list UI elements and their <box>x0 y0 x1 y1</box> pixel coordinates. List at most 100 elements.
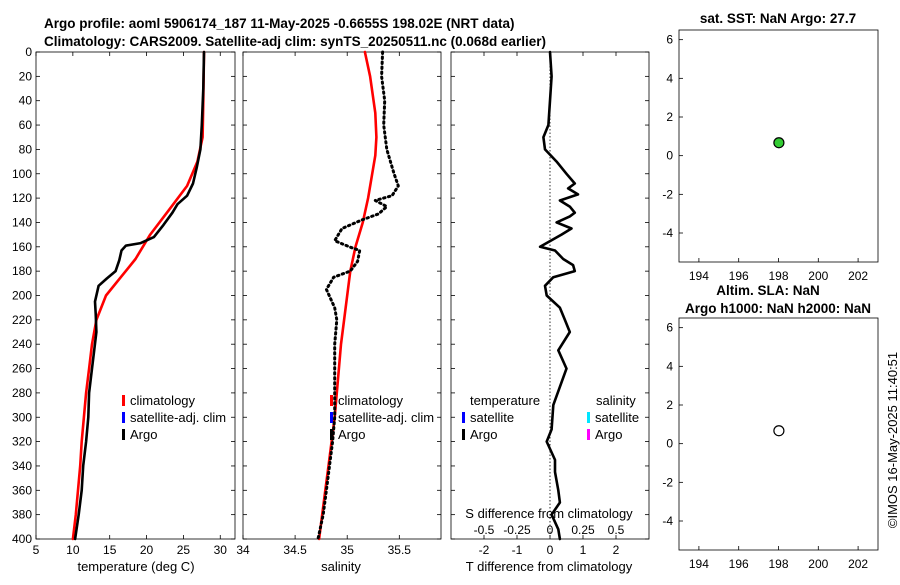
temperature-ytick-label: 320 <box>12 435 32 449</box>
temperature-ytick-label: 160 <box>12 240 32 254</box>
legend-label-satellite: satellite-adj. clim <box>338 410 434 425</box>
sst_map-xtick-label: 198 <box>768 269 788 283</box>
sla_map-ytick-label: -4 <box>662 514 673 528</box>
difference-s-xtick-label: -0.5 <box>474 523 495 537</box>
sst_map-ytick-label: 6 <box>666 33 673 47</box>
sla_map-ytick-label: 6 <box>666 321 673 335</box>
temperature-axes-frame <box>35 51 236 540</box>
difference-xtick-label: 0 <box>547 543 554 557</box>
difference-xtick-label: 1 <box>580 543 587 557</box>
temperature-xlabel: temperature (deg C) <box>77 559 194 574</box>
sla_map-xtick-label: 196 <box>729 557 749 571</box>
temperature-ytick-label: 240 <box>12 337 32 351</box>
temperature-xtick-label: 30 <box>214 543 228 557</box>
salinity-profile-panel: 34 34.5 35 35.5 <box>236 50 442 557</box>
difference-s-xtick-label: 0.5 <box>608 523 625 537</box>
temperature-series-climatology <box>71 50 206 541</box>
temperature-ytick-label: 40 <box>19 94 33 108</box>
difference-s-xtick-label: 0 <box>547 523 554 537</box>
temperature-ytick-label: 220 <box>12 313 32 327</box>
temperature-ytick-label: 100 <box>12 167 32 181</box>
sla-map-title-line2: Argo h1000: NaN h2000: NaN <box>685 301 871 316</box>
temperature-ytick-label: 140 <box>12 215 32 229</box>
salinity-xlabel: salinity <box>321 559 361 574</box>
sst_map-ytick-label: 4 <box>666 71 673 85</box>
difference-xtick-label: -2 <box>479 543 490 557</box>
temperature-ytick-label: 60 <box>19 118 33 132</box>
sst_map-xtick-label: 202 <box>848 269 868 283</box>
temperature-ytick-label: 280 <box>12 386 32 400</box>
legend-swatch-t-satellite <box>462 412 465 423</box>
sst_map-xtick-label: 196 <box>729 269 749 283</box>
sst_map-ytick-label: 0 <box>666 149 673 163</box>
sst_map-xtick-label: 194 <box>689 269 709 283</box>
salinity-axes-frame <box>242 51 442 540</box>
temperature-xtick-label: 20 <box>140 543 154 557</box>
sst_map-float-marker <box>773 137 785 149</box>
temperature-ytick-label: 20 <box>19 69 33 83</box>
difference-profile-panel: -2 -1 0 1 2 -0.5 -0.25 0 0.25 0.5 <box>450 50 650 557</box>
legend-swatch-t-argo <box>462 429 465 440</box>
temperature-ytick-label: 360 <box>12 483 32 497</box>
legend-label-s-argo: Argo <box>595 427 622 442</box>
difference-s-xtick-label: -0.25 <box>503 523 531 537</box>
sst_map-ytick-label: 2 <box>666 110 673 124</box>
legend-swatch-climatology <box>330 395 333 406</box>
temperature-ytick-label: 340 <box>12 459 32 473</box>
legend-swatch-s-argo <box>587 429 590 440</box>
temperature-series-argo <box>73 50 206 541</box>
difference-xtick-label: -1 <box>512 543 523 557</box>
legend-label-t-satellite: satellite <box>470 410 514 425</box>
difference-series-argo-t-diff <box>538 50 580 541</box>
legend-label-climatology: climatology <box>338 393 404 408</box>
sst_map-ytick-label: -2 <box>662 187 673 201</box>
sla-map-panel: 194 196 198 200 202 -4 -2 0 2 4 6 <box>662 317 879 571</box>
legend-label-climatology: climatology <box>130 393 196 408</box>
legend-swatch-argo <box>330 429 333 440</box>
sla_map-float-marker <box>773 425 785 437</box>
salinity-xtick-label: 35 <box>341 543 355 557</box>
temperature-xtick-label: 10 <box>66 543 80 557</box>
sst-map-panel: 194 196 198 200 202 -4 -2 0 2 4 6 <box>662 29 879 283</box>
salinity-xtick-label: 34 <box>236 543 250 557</box>
temperature-ytick-label: 180 <box>12 264 32 278</box>
temperature-xtick-label: 15 <box>103 543 117 557</box>
sst-map-title: sat. SST: NaN Argo: 27.7 <box>700 11 856 26</box>
temperature-ytick-label: 80 <box>19 142 33 156</box>
sla_map-ytick-label: 2 <box>666 398 673 412</box>
temperature-ytick-label: 200 <box>12 289 32 303</box>
legend-label-argo: Argo <box>338 427 365 442</box>
legend-label-t-argo: Argo <box>470 427 497 442</box>
figure-title-line1: Argo profile: aoml 5906174_187 11-May-20… <box>44 16 514 31</box>
legend-swatch-satellite <box>330 412 333 423</box>
difference-s-xtick-label: 0.25 <box>571 523 595 537</box>
salinity-series-argo <box>316 50 400 541</box>
sla_map-xtick-label: 202 <box>848 557 868 571</box>
legend-label-s-satellite: satellite <box>595 410 639 425</box>
sla-map-title-line1: Altim. SLA: NaN <box>716 283 820 298</box>
legend-title-temperature: temperature <box>470 393 540 408</box>
salinity-xtick-label: 34.5 <box>283 543 307 557</box>
temperature-ytick-label: 380 <box>12 508 32 522</box>
temperature-ytick-label: 400 <box>12 532 32 546</box>
legend-swatch-climatology <box>122 395 125 406</box>
sla_map-ytick-label: -2 <box>662 475 673 489</box>
sla_map-xtick-label: 200 <box>808 557 828 571</box>
difference-xlabel: T difference from climatology <box>466 559 633 574</box>
sla_map-xtick-label: 194 <box>689 557 709 571</box>
salinity-legend: climatology satellite-adj. clim Argo <box>330 393 434 442</box>
sla_map-ytick-label: 0 <box>666 437 673 451</box>
difference-top-xlabel: S difference from climatology <box>465 506 633 521</box>
temperature-ytick-label: 0 <box>25 45 32 59</box>
temperature-xtick-label: 5 <box>33 543 40 557</box>
sla_map-ytick-label: 4 <box>666 359 673 373</box>
temperature-legend: climatology satellite-adj. clim Argo <box>122 393 226 442</box>
legend-label-argo: Argo <box>130 427 157 442</box>
salinity-xtick-label: 35.5 <box>388 543 412 557</box>
temperature-ytick-label: 260 <box>12 362 32 376</box>
figure-title-line2: Climatology: CARS2009. Satellite-adj cli… <box>44 34 546 49</box>
sst_map-ytick-label: -4 <box>662 226 673 240</box>
temperature-ytick-label: 300 <box>12 410 32 424</box>
legend-label-satellite: satellite-adj. clim <box>130 410 226 425</box>
